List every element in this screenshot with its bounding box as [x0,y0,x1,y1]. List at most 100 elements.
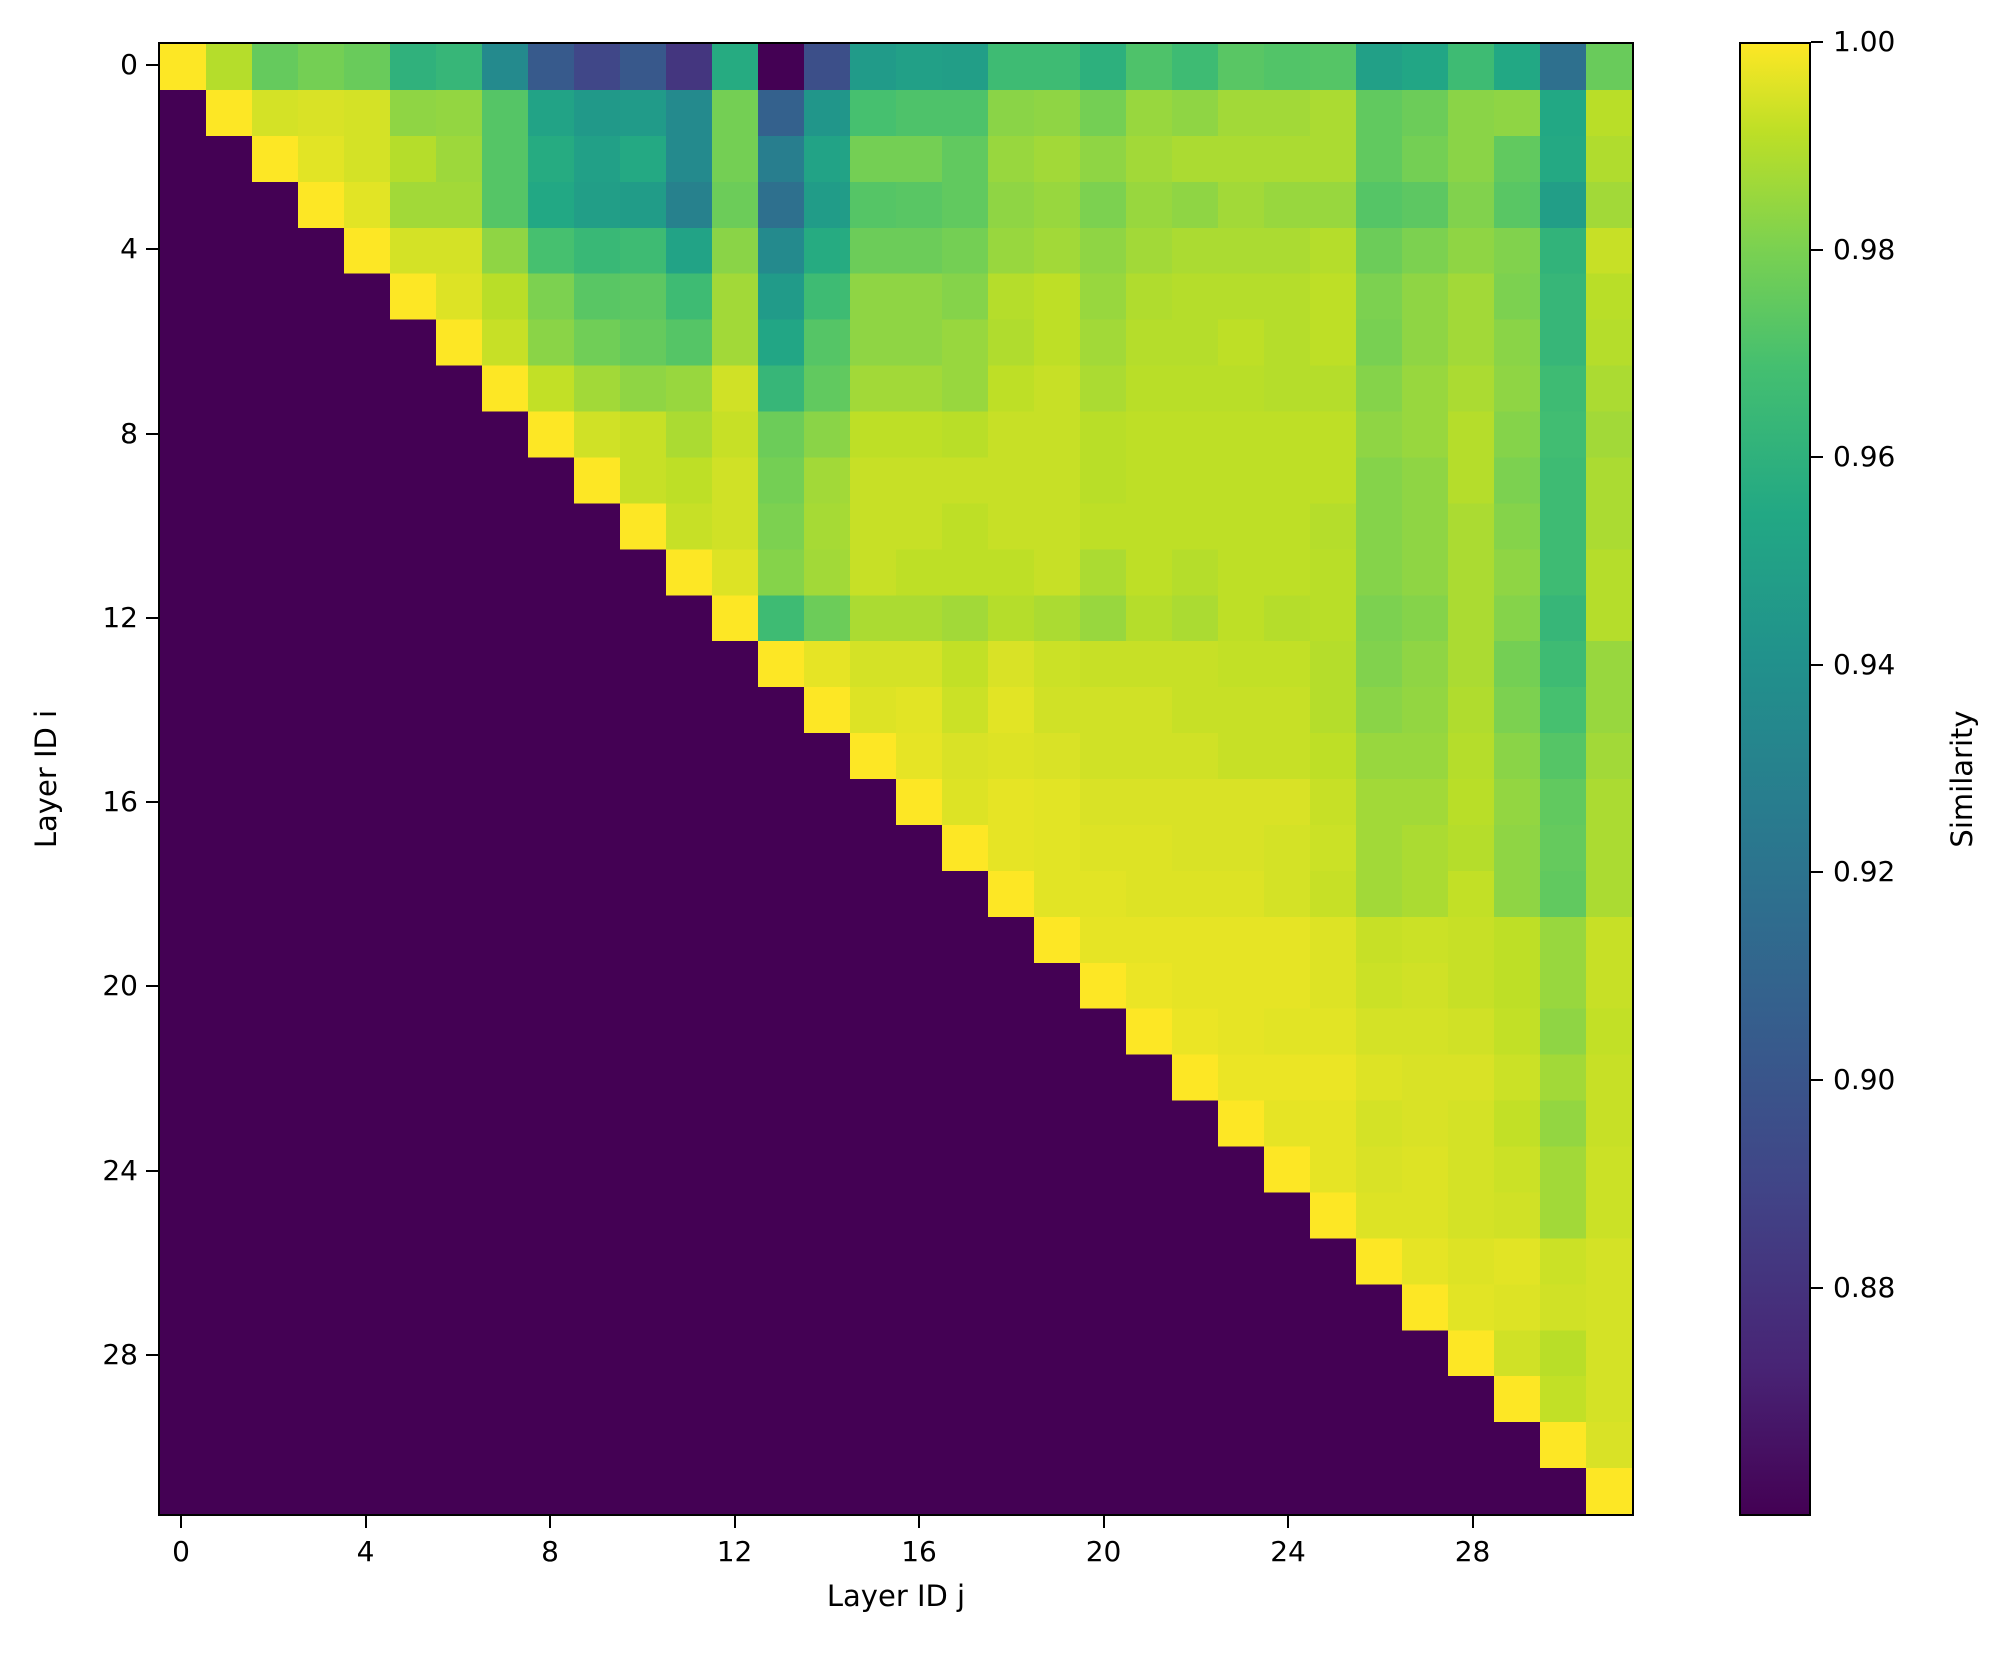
heatmap-cell [896,457,943,505]
heatmap-cell [850,1192,897,1240]
heatmap-cell [942,1146,989,1194]
heatmap-cell [666,1330,713,1378]
heatmap-cell [942,595,989,643]
y-tick-mark [146,801,158,804]
heatmap-cell [758,595,805,643]
heatmap-cell [620,641,667,689]
heatmap-cell [712,549,759,597]
heatmap-cell [1172,1008,1219,1056]
heatmap-cell [160,1468,207,1514]
x-tick-label: 20 [1085,1535,1122,1568]
heatmap-cell [712,44,759,91]
heatmap-cell [942,273,989,321]
heatmap-cell [712,687,759,734]
heatmap-cell [1586,1192,1632,1240]
heatmap-cell [988,273,1035,321]
heatmap-cell [1264,319,1311,367]
heatmap-cell [252,916,299,964]
heatmap-cell [1356,1146,1403,1194]
heatmap-cell [1080,319,1127,367]
heatmap-cell [804,227,851,275]
heatmap-cell [574,962,621,1010]
heatmap-cell [1310,870,1357,918]
heatmap-cell [758,962,805,1010]
heatmap-cell [252,365,299,413]
heatmap-cell [988,365,1035,413]
heatmap-cell [1448,457,1495,505]
heatmap-cell [252,1008,299,1056]
heatmap-cell [1126,89,1173,137]
heatmap-cell [1402,687,1449,734]
heatmap-cell [988,870,1035,918]
heatmap-cell [804,319,851,367]
heatmap-cell [1448,1100,1495,1148]
heatmap-cell [206,181,253,229]
heatmap-cell [1126,365,1173,413]
heatmap-cell [1540,1422,1587,1469]
heatmap-cell [1448,779,1495,826]
y-tick-mark [146,1169,158,1172]
heatmap-cell [758,1054,805,1102]
heatmap-cell [574,365,621,413]
heatmap-cell [1586,457,1632,505]
heatmap-cell [1034,44,1081,91]
heatmap-cell [482,641,529,689]
heatmap-cell [206,549,253,597]
heatmap-cell [988,549,1035,597]
heatmap-cell [1126,1422,1173,1469]
heatmap-cell [666,1468,713,1514]
heatmap-cell [1540,1100,1587,1148]
heatmap-cell [1356,319,1403,367]
heatmap-cell [298,181,345,229]
heatmap-cell [1126,641,1173,689]
heatmap-cell [712,273,759,321]
heatmap-cell [1264,1376,1311,1424]
heatmap-cell [206,1468,253,1514]
y-tick-mark [146,1353,158,1356]
heatmap-cell [574,1422,621,1469]
heatmap-cell [1356,1376,1403,1424]
colorbar-tick-mark [1811,41,1823,43]
heatmap-cell [942,962,989,1010]
heatmap-cell [574,733,621,780]
heatmap-cell [942,733,989,780]
heatmap-cell [1264,1100,1311,1148]
heatmap-cell [528,1376,575,1424]
heatmap-cell [482,1192,529,1240]
heatmap-cell [988,1008,1035,1056]
heatmap-cell [1586,916,1632,964]
heatmap-cell [390,227,437,275]
heatmap-cell [1310,181,1357,229]
heatmap-cell [528,549,575,597]
heatmap-cell [574,181,621,229]
heatmap-cell [1448,1238,1495,1286]
heatmap-cell [712,319,759,367]
heatmap-cell [298,916,345,964]
heatmap-cell [1586,687,1632,734]
heatmap-cell [482,1238,529,1286]
heatmap-cell [620,365,667,413]
x-tick-mark [364,1516,367,1528]
heatmap-cell [344,365,391,413]
heatmap-cell [804,1238,851,1286]
heatmap-cell [436,457,483,505]
heatmap-cell [1494,1330,1541,1378]
heatmap-cell [1080,227,1127,275]
heatmap-cell [1494,1100,1541,1148]
heatmap-cell [896,181,943,229]
heatmap-cell [436,411,483,459]
heatmap-cell [252,1192,299,1240]
heatmap-cell [1356,503,1403,551]
heatmap-cell [1310,1284,1357,1332]
heatmap-cell [804,962,851,1010]
heatmap-cell [574,687,621,734]
heatmap-cell [758,916,805,964]
heatmap-cell [850,457,897,505]
heatmap-cell [1402,1330,1449,1378]
heatmap-cell [850,916,897,964]
heatmap-cell [344,1330,391,1378]
heatmap-cell [1356,44,1403,91]
heatmap-cell [804,1284,851,1332]
heatmap-cell [1448,549,1495,597]
heatmap-cell [528,641,575,689]
